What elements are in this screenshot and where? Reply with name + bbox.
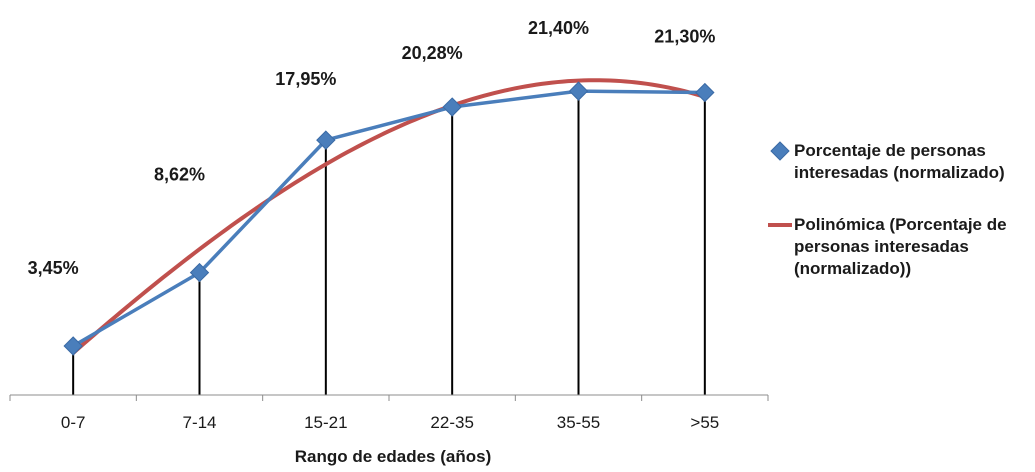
data-label: 3,45%: [28, 258, 79, 278]
x-tick-label: 35-55: [557, 413, 600, 432]
legend: Porcentaje de personas interesadas (norm…: [768, 140, 1033, 310]
x-tick-label: 7-14: [182, 413, 216, 432]
diamond-marker-icon: [770, 141, 790, 161]
data-point: [442, 97, 462, 117]
data-label: 21,30%: [654, 27, 715, 47]
data-point: [316, 130, 336, 150]
x-tick-label: 0-7: [61, 413, 86, 432]
trendline: [71, 78, 706, 355]
data-point: [189, 262, 210, 283]
legend-label-trendline: Polinómica (Porcentaje de personas inter…: [794, 215, 1007, 278]
data-point: [63, 336, 83, 356]
x-axis-title: Rango de edades (años): [295, 447, 491, 466]
data-label: 20,28%: [402, 43, 463, 63]
line-swatch-icon: [768, 223, 792, 227]
legend-item-trendline: Polinómica (Porcentaje de personas inter…: [768, 214, 1033, 280]
data-label: 17,95%: [275, 69, 336, 89]
data-point: [568, 81, 589, 101]
data-label: 8,62%: [154, 165, 205, 185]
data-point: [695, 82, 715, 103]
data-label: 21,40%: [528, 18, 589, 38]
x-tick-label: 22-35: [430, 413, 473, 432]
legend-item-series: Porcentaje de personas interesadas (norm…: [768, 140, 1033, 184]
x-tick-label: 15-21: [304, 413, 347, 432]
series-line: [72, 89, 705, 348]
legend-label-series: Porcentaje de personas interesadas (norm…: [794, 141, 1005, 182]
x-tick-label: >55: [690, 413, 719, 432]
